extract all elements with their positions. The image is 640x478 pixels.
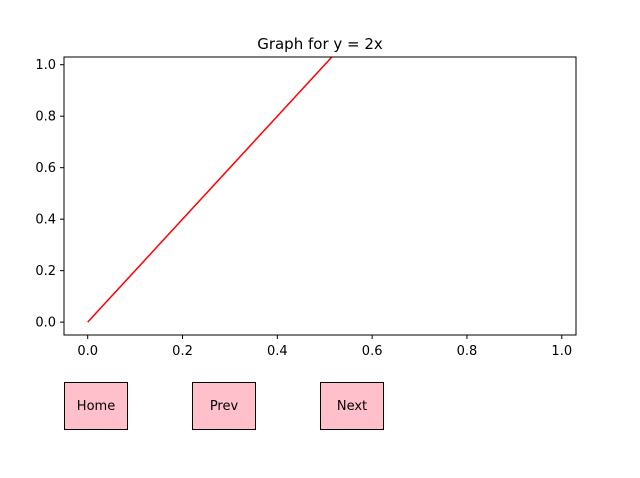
x-tick-label: 1.0 xyxy=(551,344,572,359)
y-tick-label: 0.2 xyxy=(35,264,56,279)
x-tick-label: 0.6 xyxy=(362,344,383,359)
y-axis-ticks: 0.0 0.2 0.4 0.6 0.8 1.0 xyxy=(35,58,64,331)
chart-title: Graph for y = 2x xyxy=(257,35,383,53)
prev-button[interactable]: Prev xyxy=(192,382,256,430)
series-line xyxy=(87,56,333,323)
y-tick-label: 0.8 xyxy=(35,110,56,125)
y-tick-label: 1.0 xyxy=(35,58,56,73)
y-tick-label: 0.6 xyxy=(35,161,56,176)
y-tick-label: 0.4 xyxy=(35,213,56,228)
y-tick-label: 0.0 xyxy=(35,316,56,331)
home-button[interactable]: Home xyxy=(64,382,128,430)
x-tick-label: 0.0 xyxy=(77,344,98,359)
x-axis-ticks: 0.0 0.2 0.4 0.6 0.8 1.0 xyxy=(77,335,572,359)
x-tick-label: 0.8 xyxy=(457,344,478,359)
plot-area-frame xyxy=(63,56,577,336)
next-button[interactable]: Next xyxy=(320,382,384,430)
x-tick-label: 0.4 xyxy=(267,344,288,359)
x-tick-label: 0.2 xyxy=(172,344,193,359)
plot-series xyxy=(87,56,333,323)
